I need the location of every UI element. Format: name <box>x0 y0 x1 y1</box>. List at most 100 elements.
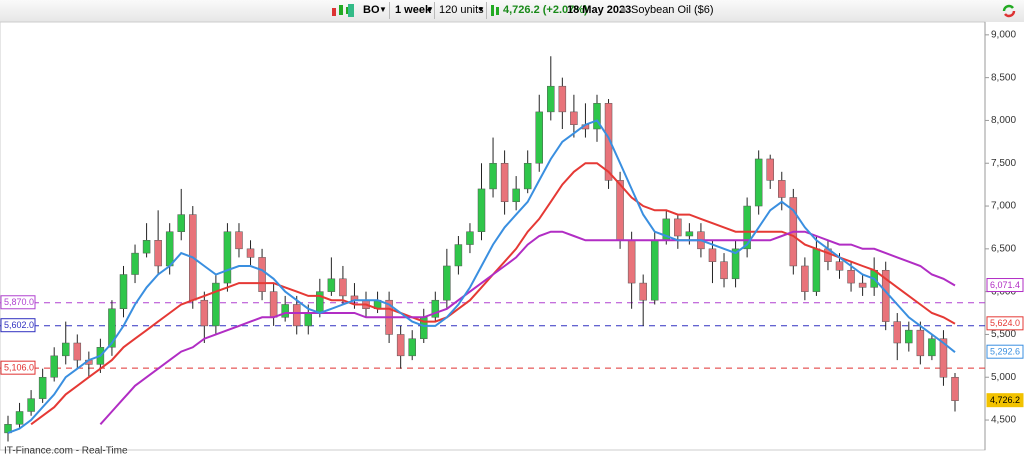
candle-body <box>500 162 509 203</box>
candle-body <box>858 282 867 288</box>
candle-body <box>535 111 543 164</box>
candle-body <box>847 269 855 284</box>
candle-body <box>731 248 740 280</box>
candle-body <box>720 261 728 280</box>
candle-body <box>905 329 913 344</box>
candle-body <box>235 231 243 250</box>
last-value-label: 5,292.6 <box>990 347 1020 357</box>
period[interactable]: 1 week <box>395 4 432 16</box>
candle-body <box>131 252 139 275</box>
candle-body <box>108 308 116 348</box>
candle-body <box>743 205 751 250</box>
candle-body <box>616 180 624 241</box>
symbol[interactable]: BO <box>363 4 380 16</box>
candle-body <box>835 261 844 271</box>
candle-body <box>281 304 289 318</box>
candle-body <box>650 240 659 301</box>
dropdown-arrow[interactable]: ▼ <box>477 5 485 14</box>
candle-body <box>396 334 405 357</box>
candle-body <box>454 244 463 267</box>
footer: IT-Finance.com - Real-Time <box>4 446 128 457</box>
candle-body <box>627 240 636 284</box>
dropdown-arrow[interactable]: ▼ <box>379 5 387 14</box>
candle-body <box>15 411 24 425</box>
y-tick-label: 7,500 <box>991 158 1016 169</box>
candle-body <box>292 304 301 327</box>
level-label: 5,870.0 <box>4 297 34 307</box>
candle-body <box>177 214 185 232</box>
candle-body <box>73 342 82 361</box>
candle-body <box>408 338 416 357</box>
y-tick-label: 8,000 <box>991 115 1016 126</box>
candle-body <box>685 231 694 237</box>
candle-body <box>708 248 717 262</box>
candle-body <box>142 240 151 254</box>
candle-body <box>316 291 324 314</box>
candle-body <box>200 299 209 327</box>
y-tick-label: 5,500 <box>991 329 1016 340</box>
instrument: Soybean Oil ($6) <box>631 4 714 16</box>
level-label-box <box>0 318 36 333</box>
last-value-box <box>986 344 1024 359</box>
candle-body <box>50 355 58 378</box>
date: 18 May 2023 <box>567 4 632 16</box>
candle-body <box>477 188 486 232</box>
y-tick-label: 8,500 <box>991 72 1016 83</box>
candle-body <box>165 231 174 267</box>
dropdown-icon[interactable] <box>346 3 358 19</box>
candle-body <box>639 282 647 301</box>
last-value-label: 6,071.4 <box>990 280 1020 290</box>
candle-body <box>939 338 948 378</box>
candle-body <box>258 257 266 292</box>
candle-body <box>246 248 255 258</box>
candle-body <box>61 342 70 357</box>
price-icon <box>491 5 499 16</box>
candle-body <box>327 278 336 292</box>
units[interactable]: 120 units <box>439 4 484 16</box>
y-tick-label: 7,000 <box>991 201 1016 212</box>
y-tick-label: 6,500 <box>991 243 1016 254</box>
level-label-box <box>0 295 36 310</box>
candle-body <box>489 162 497 190</box>
axis-area <box>985 22 1024 450</box>
y-tick-label: 4,500 <box>991 415 1016 426</box>
candle-body <box>593 103 601 130</box>
candle-body <box>558 85 567 113</box>
moving-average-line <box>7 119 956 434</box>
candle-body <box>443 265 451 301</box>
candle-body <box>27 398 35 412</box>
last-value-box <box>986 316 1024 331</box>
level-label: 5,106.0 <box>4 363 34 373</box>
candle-body <box>766 158 774 181</box>
candle-body <box>119 274 128 310</box>
candle-body <box>523 162 532 190</box>
toolbar: BO ▼ 1 week ▼ 120 units ▼ 4,726.2 (+2.07… <box>0 0 1024 23</box>
last-value-label: 5,624.0 <box>990 318 1020 328</box>
level-label-box <box>0 360 36 375</box>
candle-body <box>304 312 313 327</box>
candle-body <box>570 111 578 125</box>
candle-body <box>547 85 555 113</box>
candle-body <box>928 338 936 357</box>
candle-body <box>223 231 232 284</box>
candle-body <box>893 321 902 344</box>
refresh-icon[interactable] <box>1000 2 1018 20</box>
candle-body <box>951 376 959 401</box>
candle-body <box>431 299 440 318</box>
candle-body <box>812 248 821 292</box>
level-label: 5,602.0 <box>4 320 34 330</box>
candle-body <box>339 278 347 297</box>
y-tick-label: 9,000 <box>991 29 1016 40</box>
candle-body <box>269 291 278 318</box>
candle-body <box>916 329 925 357</box>
status-dot: ● <box>620 4 627 16</box>
candle-body <box>778 180 786 198</box>
last-value-label: 4,726.2 <box>990 395 1020 405</box>
candle-body <box>604 103 613 181</box>
last-price: 4,726.2 (+2.07%) <box>503 4 588 16</box>
dropdown-arrow[interactable]: ▼ <box>426 5 434 14</box>
candle-body <box>512 188 520 203</box>
last-value-box <box>986 393 1024 408</box>
candle-body <box>38 376 47 399</box>
